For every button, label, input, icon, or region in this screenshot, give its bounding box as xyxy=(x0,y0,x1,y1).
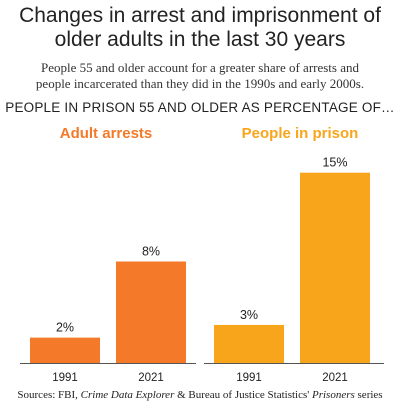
x-tick-label-0-2021: 2021 xyxy=(138,372,164,384)
subtitle-line-1: People 55 and older account for a greate… xyxy=(41,60,359,75)
bar-1-2021 xyxy=(300,172,370,363)
data-label-0-2021: 8% xyxy=(142,245,160,259)
source-prefix: Sources: FBI, xyxy=(17,389,81,401)
bar-0-1991 xyxy=(30,337,100,363)
chart-subtitle: People 55 and older account for a greate… xyxy=(6,60,394,92)
source-crime-data-explorer: Crime Data Explorer xyxy=(80,389,175,401)
panel-title-adult-arrests: Adult arrests xyxy=(59,125,153,142)
x-tick-label-0-1991: 1991 xyxy=(52,372,78,384)
x-tick-label-1-2021: 2021 xyxy=(322,372,348,384)
data-label-1-1991: 3% xyxy=(240,308,258,322)
source-note: Sources: FBI, Crime Data Explorer & Bure… xyxy=(0,389,400,401)
x-tick-label-1-1991: 1991 xyxy=(236,372,262,384)
source-suffix: series xyxy=(354,389,383,401)
source-prisoners: Prisoners xyxy=(312,389,355,401)
title-line-2: older adults in the last 30 years xyxy=(54,28,346,51)
source-middle: & Bureau of Justice Statistics' xyxy=(174,389,312,401)
subtitle-line-2: people incarcerated than they did in the… xyxy=(35,76,365,91)
data-label-0-1991: 2% xyxy=(56,321,74,335)
section-label: PEOPLE IN PRISON 55 AND OLDER AS PERCENT… xyxy=(5,100,395,115)
bar-0-2021 xyxy=(116,261,186,363)
bar-1-1991 xyxy=(214,324,284,363)
data-label-1-2021: 15% xyxy=(322,156,347,170)
chart-title: Changes in arrest and imprisonment of ol… xyxy=(0,4,400,52)
panel-title-people-in-prison: People in prison xyxy=(241,125,359,142)
title-line-1: Changes in arrest and imprisonment of xyxy=(19,4,381,27)
